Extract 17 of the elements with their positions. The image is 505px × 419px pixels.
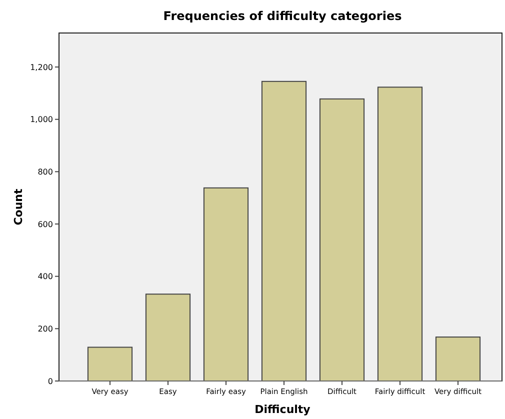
bar xyxy=(319,98,365,382)
bar xyxy=(261,80,307,382)
y-tick-label: 1,000 xyxy=(30,115,53,124)
bar xyxy=(203,187,249,382)
y-tick-label: 0 xyxy=(48,376,53,386)
bar xyxy=(145,294,191,382)
chart-title: Frequencies of difficulty categories xyxy=(163,9,402,23)
x-axis-title: Difficulty xyxy=(254,403,310,416)
y-tick-label: 400 xyxy=(38,272,53,282)
y-tick-label: 600 xyxy=(38,220,53,229)
bar xyxy=(87,346,133,382)
y-axis-title: Count xyxy=(12,188,25,226)
y-tick-label: 800 xyxy=(38,167,53,176)
y-tick-label: 1,200 xyxy=(30,62,53,72)
y-tick-label: 200 xyxy=(38,324,53,334)
bar xyxy=(377,86,423,382)
bar xyxy=(435,336,481,382)
